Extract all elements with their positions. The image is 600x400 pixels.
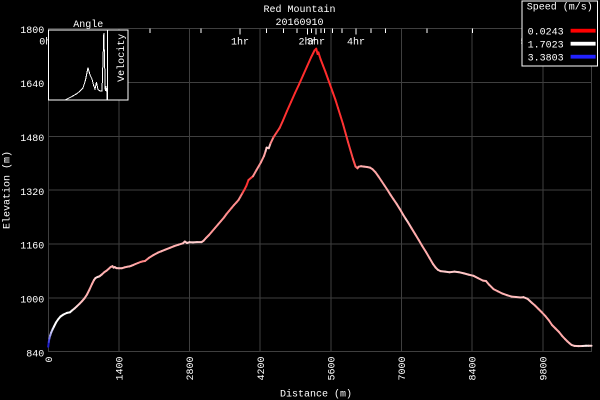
svg-text:2hr: 2hr: [298, 37, 316, 49]
svg-text:Distance (m): Distance (m): [280, 389, 352, 400]
svg-text:3hr: 3hr: [307, 37, 325, 49]
svg-text:0.0243: 0.0243: [528, 28, 564, 39]
svg-text:5600: 5600: [327, 357, 338, 381]
svg-text:Speed (m/s): Speed (m/s): [527, 1, 593, 13]
svg-text:Elevation (m): Elevation (m): [2, 151, 14, 229]
svg-text:0: 0: [45, 357, 56, 363]
svg-text:Angle: Angle: [73, 19, 103, 31]
svg-text:9800: 9800: [539, 357, 550, 381]
svg-text:1400: 1400: [116, 357, 127, 381]
svg-text:4hr: 4hr: [347, 37, 365, 49]
svg-text:2800: 2800: [186, 357, 197, 381]
svg-text:Velocity: Velocity: [116, 34, 128, 82]
svg-text:Red Mountain: Red Mountain: [263, 4, 335, 16]
svg-text:1320: 1320: [20, 188, 44, 199]
svg-text:1hr: 1hr: [231, 37, 249, 49]
svg-text:1160: 1160: [20, 242, 44, 253]
svg-text:7000: 7000: [398, 357, 409, 381]
svg-text:1480: 1480: [20, 134, 44, 145]
svg-text:1800: 1800: [20, 26, 44, 37]
svg-text:1.7023: 1.7023: [528, 41, 564, 52]
svg-text:20160910: 20160910: [275, 18, 323, 29]
svg-text:1000: 1000: [20, 295, 44, 306]
svg-text:1640: 1640: [20, 80, 44, 91]
svg-text:8400: 8400: [469, 357, 480, 381]
svg-text:3.3803: 3.3803: [528, 54, 564, 65]
svg-text:840: 840: [26, 349, 44, 360]
svg-text:4200: 4200: [257, 357, 268, 381]
